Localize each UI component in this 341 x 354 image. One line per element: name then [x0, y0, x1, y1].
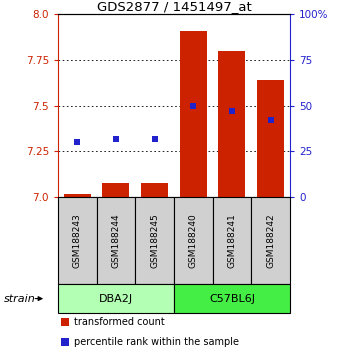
Text: GSM188242: GSM188242 [266, 213, 275, 268]
Bar [141, 183, 168, 197]
Text: transformed count: transformed count [74, 317, 165, 327]
Bar [257, 80, 284, 197]
Text: C57BL6J: C57BL6J [209, 293, 255, 304]
Bar [102, 183, 130, 197]
Title: GDS2877 / 1451497_at: GDS2877 / 1451497_at [97, 0, 251, 13]
Text: GSM188244: GSM188244 [112, 213, 120, 268]
Bar [218, 51, 246, 197]
Text: GSM188243: GSM188243 [73, 213, 82, 268]
Text: strain: strain [3, 293, 35, 304]
Text: DBA2J: DBA2J [99, 293, 133, 304]
Bar [180, 31, 207, 197]
Text: percentile rank within the sample: percentile rank within the sample [74, 337, 239, 347]
Text: GSM188245: GSM188245 [150, 213, 159, 268]
Text: GSM188241: GSM188241 [227, 213, 236, 268]
Text: GSM188240: GSM188240 [189, 213, 198, 268]
Bar [64, 194, 91, 197]
